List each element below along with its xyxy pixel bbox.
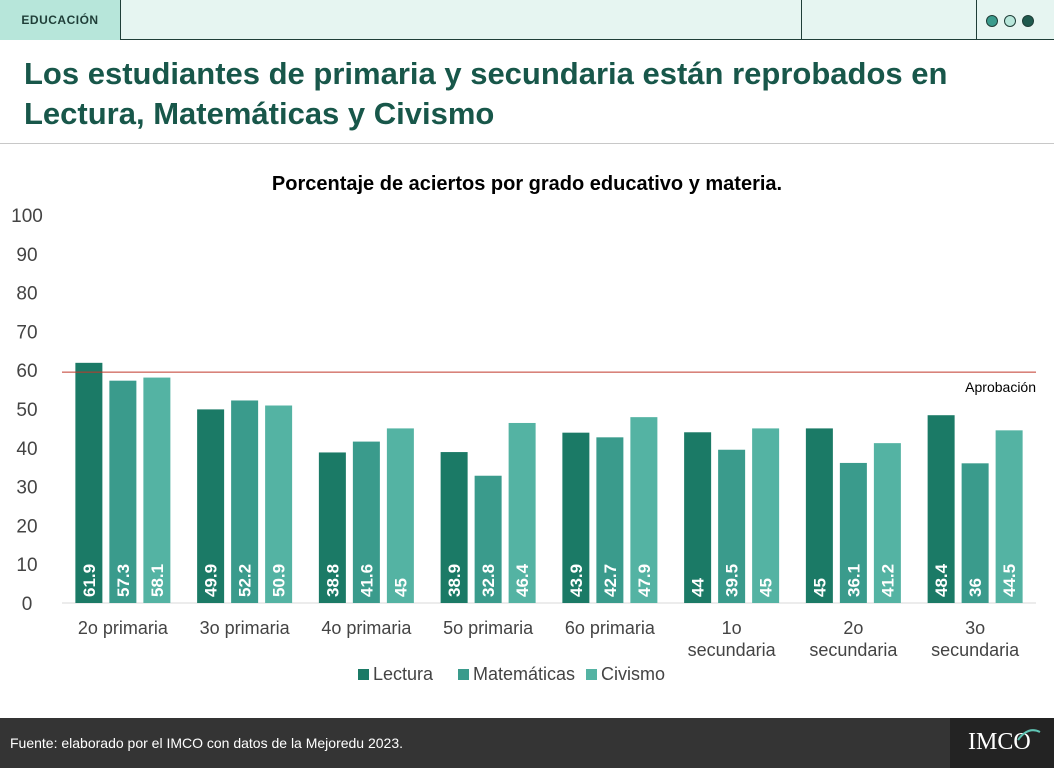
y-tick-label: 90 <box>16 245 37 266</box>
bar-lectura <box>318 452 346 603</box>
data-label: 36.1 <box>844 564 863 597</box>
header-divider <box>0 143 1054 144</box>
top-bar-divider <box>976 0 977 40</box>
logo-area <box>950 718 1054 768</box>
bar-matemáticas <box>231 400 259 603</box>
y-tick-label: 80 <box>16 284 37 305</box>
dot-icon <box>1004 15 1016 27</box>
x-tick-label: 3o primaria <box>200 618 291 638</box>
x-tick-label: secundaria <box>688 640 777 660</box>
data-label: 38.9 <box>445 564 464 597</box>
x-tick-label: secundaria <box>809 640 898 660</box>
bar-civismo <box>143 377 171 603</box>
legend-label: Lectura <box>373 664 434 684</box>
top-bar-divider <box>801 0 802 40</box>
data-label: 57.3 <box>114 564 133 597</box>
data-label: 61.9 <box>80 564 99 597</box>
dot-icon <box>986 15 998 27</box>
bar-matemáticas <box>352 441 380 603</box>
logo-swoosh-icon <box>1017 729 1041 741</box>
x-tick-label: 2o <box>843 618 863 638</box>
data-label: 47.9 <box>635 564 654 597</box>
legend-label: Civismo <box>601 664 665 684</box>
top-bar: EDUCACIÓN <box>0 0 1054 40</box>
x-tick-label: secundaria <box>931 640 1020 660</box>
bar-civismo <box>386 428 414 603</box>
data-label: 45 <box>757 578 776 597</box>
data-label: 43.9 <box>567 564 586 597</box>
bar-civismo <box>630 417 658 603</box>
y-tick-label: 100 <box>11 206 43 227</box>
source-note: Fuente: elaborado por el IMCO con datos … <box>10 735 404 751</box>
x-tick-label: 2o primaria <box>78 618 169 638</box>
data-label: 46.4 <box>513 563 532 597</box>
y-tick-label: 50 <box>16 400 37 421</box>
x-tick-label: 4o primaria <box>321 618 412 638</box>
section-tag: EDUCACIÓN <box>0 0 121 40</box>
bar-civismo <box>873 443 901 603</box>
data-label: 38.8 <box>323 564 342 597</box>
x-tick-label: 3o <box>965 618 985 638</box>
y-tick-label: 20 <box>16 516 37 537</box>
bar-matemáticas <box>109 380 137 603</box>
bar-matemáticas <box>718 449 746 603</box>
data-label: 44.5 <box>1000 564 1019 597</box>
data-label: 48.4 <box>932 563 951 597</box>
data-label: 44 <box>689 578 708 597</box>
bar-civismo <box>752 428 780 603</box>
bar-lectura <box>75 362 103 603</box>
data-label: 41.6 <box>357 564 376 597</box>
x-tick-label: 1o <box>722 618 742 638</box>
bar-lectura <box>197 409 225 603</box>
legend-swatch <box>586 669 597 680</box>
data-label: 39.5 <box>723 564 742 597</box>
legend-swatch <box>458 669 469 680</box>
data-label: 42.7 <box>601 564 620 597</box>
x-tick-label: 5o primaria <box>443 618 534 638</box>
data-label: 41.2 <box>878 564 897 597</box>
y-tick-label: 10 <box>16 555 37 576</box>
data-label: 45 <box>391 578 410 597</box>
y-tick-label: 30 <box>16 478 37 499</box>
data-label: 58.1 <box>148 564 167 597</box>
data-label: 52.2 <box>236 564 255 597</box>
imco-logo: IMCO <box>968 729 1031 755</box>
bar-matemáticas <box>474 475 502 603</box>
decorative-dots <box>986 15 1034 27</box>
data-label: 45 <box>810 578 829 597</box>
bar-matemáticas <box>596 437 624 603</box>
chart-title: Porcentaje de aciertos por grado educati… <box>272 173 782 195</box>
legend-label: Matemáticas <box>473 664 575 684</box>
y-tick-label: 0 <box>22 594 33 615</box>
legend-swatch <box>358 669 369 680</box>
bar-lectura <box>805 428 833 603</box>
footer: Fuente: elaborado por el IMCO con datos … <box>0 718 1054 768</box>
bar-matemáticas <box>839 462 867 603</box>
bar-civismo <box>508 422 536 603</box>
data-label: 36 <box>966 578 985 597</box>
data-label: 32.8 <box>479 564 498 597</box>
data-label: 49.9 <box>202 564 221 597</box>
bar-lectura <box>927 415 955 603</box>
y-tick-label: 60 <box>16 361 37 382</box>
bar-civismo <box>265 405 293 603</box>
bar-lectura <box>440 452 468 603</box>
y-tick-label: 70 <box>16 322 37 343</box>
page-title: Los estudiantes de primaria y secundaria… <box>24 56 948 131</box>
bar-matemáticas <box>961 463 989 603</box>
bar-civismo <box>995 430 1023 603</box>
approval-label: Aprobación <box>965 379 1036 395</box>
bar-chart: Porcentaje de aciertos por grado educati… <box>11 173 1036 684</box>
y-tick-label: 40 <box>16 439 37 460</box>
x-tick-label: 6o primaria <box>565 618 656 638</box>
bar-lectura <box>562 432 590 603</box>
dot-icon <box>1022 15 1034 27</box>
data-label: 50.9 <box>270 564 289 597</box>
bar-lectura <box>684 432 712 603</box>
